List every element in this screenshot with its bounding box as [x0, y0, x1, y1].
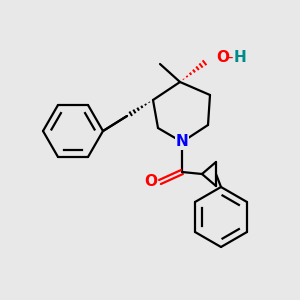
Text: -: - — [227, 50, 232, 64]
Text: N: N — [176, 134, 188, 149]
Text: O: O — [216, 50, 229, 64]
Text: H: H — [234, 50, 247, 64]
Text: O: O — [145, 175, 158, 190]
